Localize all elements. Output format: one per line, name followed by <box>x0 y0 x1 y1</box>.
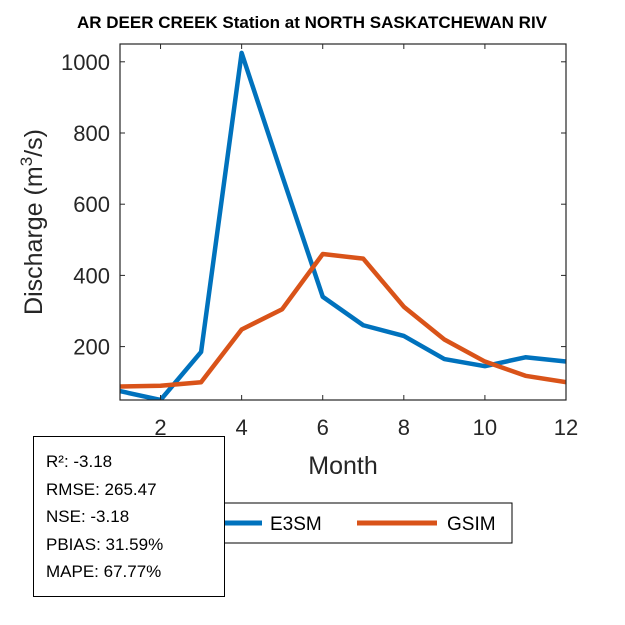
y-tick-label: 600 <box>73 192 110 217</box>
x-tick-label: 6 <box>317 415 329 440</box>
x-tick-label: 10 <box>473 415 497 440</box>
plot-frame <box>119 43 567 401</box>
stat-nse: NSE: -3.18 <box>46 507 130 526</box>
legend: E3SM GSIM <box>195 502 513 544</box>
x-tick-label: 12 <box>554 415 578 440</box>
x-tick-label: 8 <box>398 415 410 440</box>
y-tick-label: 200 <box>73 335 110 360</box>
stat-r2: R²: -3.18 <box>46 452 113 471</box>
legend-label-gsim: GSIM <box>447 514 496 535</box>
x-axis-label: Month <box>308 452 377 480</box>
y-tick-label: 800 <box>73 121 110 146</box>
legend-label-e3sm: E3SM <box>270 514 322 535</box>
x-tick-label: 2 <box>154 415 166 440</box>
y-tick-label: 1000 <box>61 50 110 75</box>
y-tick-label: 400 <box>73 263 110 288</box>
chart-title: AR DEER CREEK Station at NORTH SASKATCHE… <box>77 13 548 32</box>
y-axis-label-superscript: 3 <box>17 157 36 166</box>
stat-rmse: RMSE: 265.47 <box>46 479 157 499</box>
stat-pbias: PBIAS: 31.59% <box>46 534 164 554</box>
stat-mape: MAPE: 67.77% <box>46 562 162 581</box>
y-axis-label: Discharge (m3/s) <box>17 129 48 315</box>
plot-area <box>120 44 566 400</box>
y-axis-label-suffix: /s) <box>20 129 48 157</box>
x-tick-label: 4 <box>236 415 248 440</box>
series-line-gsim <box>120 251 566 389</box>
stats-box: R²: -3.18 RMSE: 265.47 NSE: -3.18 PBIAS:… <box>33 436 225 597</box>
y-axis-label-prefix: Discharge (m <box>20 166 48 315</box>
